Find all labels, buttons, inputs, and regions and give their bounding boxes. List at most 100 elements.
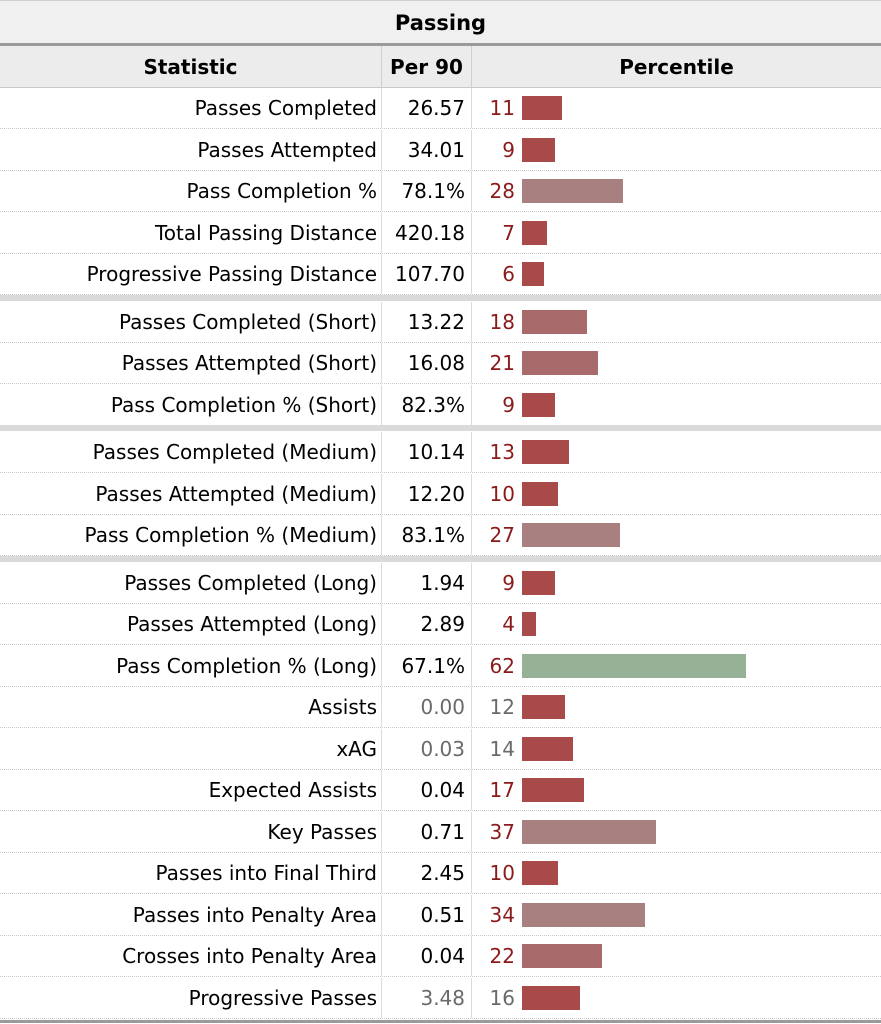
percentile-value: 62 (489, 654, 515, 678)
percentile-bar (522, 654, 746, 678)
per90-value: 0.71 (420, 820, 465, 844)
percentile-bar (522, 138, 555, 162)
statistic-label: Progressive Passes (188, 986, 377, 1010)
column-divider (381, 515, 382, 555)
table-row: Crosses into Penalty Area 0.04 22 (0, 936, 881, 977)
column-divider (471, 88, 472, 128)
statistic-label: xAG (336, 737, 377, 761)
header-divider (0, 43, 881, 46)
column-divider (471, 432, 472, 472)
table-row: xAG 0.03 14 (0, 729, 881, 770)
table-row: Passes Attempted (Long) 2.89 4 (0, 604, 881, 645)
percentile-value: 12 (489, 695, 515, 719)
percentile-value: 27 (489, 523, 515, 547)
per90-value: 107.70 (395, 262, 465, 286)
column-divider (381, 978, 382, 1018)
column-divider (381, 302, 382, 342)
column-divider (471, 729, 472, 769)
percentile-value: 9 (502, 138, 515, 162)
table-row: Pass Completion % (Medium) 83.1% 27 (0, 515, 881, 556)
column-divider (381, 171, 382, 211)
percentile-bar (522, 440, 569, 464)
percentile-bar (522, 820, 656, 844)
percentile-value: 10 (489, 861, 515, 885)
statistic-label: Crosses into Penalty Area (122, 944, 377, 968)
percentile-bar (522, 221, 547, 245)
column-divider (471, 853, 472, 893)
statistic-label: Pass Completion % (Medium) (84, 523, 377, 547)
column-divider (381, 254, 382, 294)
statistic-label: Progressive Passing Distance (86, 262, 377, 286)
column-divider (381, 812, 382, 852)
per90-value: 82.3% (401, 393, 465, 417)
table-row: Pass Completion % (Short) 82.3% 9 (0, 385, 881, 426)
percentile-value: 10 (489, 482, 515, 506)
percentile-bar (522, 310, 587, 334)
statistic-label: Passes Completed (194, 96, 377, 120)
group-separator (0, 425, 881, 431)
percentile-value: 13 (489, 440, 515, 464)
percentile-value: 37 (489, 820, 515, 844)
group-separator (0, 295, 881, 301)
column-divider (381, 474, 382, 514)
column-divider (381, 646, 382, 686)
statistic-label: Passes Completed (Long) (124, 571, 377, 595)
column-divider (471, 895, 472, 935)
table-row: Expected Assists 0.04 17 (0, 770, 881, 811)
column-divider (381, 130, 382, 170)
percentile-value: 34 (489, 903, 515, 927)
column-header-per90[interactable]: Per 90 (382, 46, 472, 88)
percentile-value: 4 (502, 612, 515, 636)
percentile-bar (522, 571, 555, 595)
per90-value: 0.00 (420, 695, 465, 719)
statistic-label: Passes into Penalty Area (132, 903, 377, 927)
percentile-bar (522, 96, 562, 120)
statistic-label: Passes Attempted (Long) (126, 612, 377, 636)
column-divider (381, 770, 382, 810)
per90-value: 83.1% (401, 523, 465, 547)
percentile-value: 16 (489, 986, 515, 1010)
column-header-percentile[interactable]: Percentile (472, 46, 881, 88)
per90-value: 420.18 (395, 221, 465, 245)
table-row: Progressive Passes 3.48 16 (0, 978, 881, 1019)
column-divider (381, 936, 382, 976)
table-row: Passes Attempted 34.01 9 (0, 130, 881, 171)
percentile-bar (522, 482, 558, 506)
percentile-bar (522, 778, 584, 802)
percentile-bar (522, 695, 565, 719)
statistic-label: Total Passing Distance (154, 221, 377, 245)
percentile-bar (522, 351, 598, 375)
percentile-value: 14 (489, 737, 515, 761)
per90-value: 34.01 (407, 138, 465, 162)
table-row: Passes into Penalty Area 0.51 34 (0, 895, 881, 936)
percentile-bar (522, 262, 544, 286)
column-divider (381, 213, 382, 253)
percentile-value: 28 (489, 179, 515, 203)
statistic-label: Key Passes (267, 820, 377, 844)
percentile-value: 11 (489, 96, 515, 120)
percentile-value: 18 (489, 310, 515, 334)
statistic-label: Passes Completed (Short) (118, 310, 377, 334)
per90-value: 0.04 (420, 778, 465, 802)
per90-value: 3.48 (420, 986, 465, 1010)
statistic-label: Passes Attempted (197, 138, 377, 162)
column-divider (471, 130, 472, 170)
percentile-value: 9 (502, 393, 515, 417)
table-row: Passes into Final Third 2.45 10 (0, 853, 881, 894)
statistic-label: Pass Completion % (186, 179, 377, 203)
column-divider (471, 385, 472, 425)
column-divider (471, 687, 472, 727)
column-divider (471, 812, 472, 852)
column-header-statistic[interactable]: Statistic (0, 46, 382, 88)
column-divider (471, 474, 472, 514)
column-divider (471, 770, 472, 810)
percentile-bar (522, 737, 573, 761)
percentile-value: 9 (502, 571, 515, 595)
percentile-bar (522, 986, 580, 1010)
percentile-value: 6 (502, 262, 515, 286)
column-divider (381, 88, 382, 128)
table-bottom-divider (0, 1020, 881, 1023)
column-divider (471, 646, 472, 686)
percentile-bar (522, 861, 558, 885)
statistic-label: Passes Attempted (Short) (121, 351, 377, 375)
